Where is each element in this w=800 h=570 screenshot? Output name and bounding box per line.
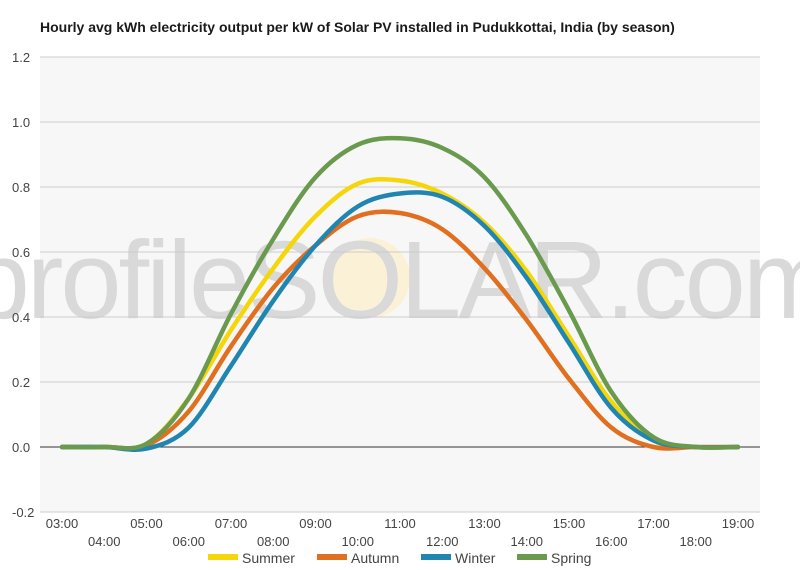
legend-item-summer: Summer (208, 550, 295, 566)
watermark-sun (330, 238, 410, 318)
legend-swatch (317, 554, 347, 560)
x-tick-label: 18:00 (679, 534, 712, 549)
y-tick-label: 0.0 (12, 440, 30, 455)
series-line-autumn (59, 209, 741, 451)
x-tick-label: 14:00 (510, 534, 543, 549)
y-tick-label: 0.2 (12, 375, 30, 390)
x-tick-label: 08:00 (257, 534, 290, 549)
legend-item-winter: Winter (421, 550, 496, 566)
x-tick-label: 05:00 (130, 516, 163, 531)
x-tick-label: 07:00 (215, 516, 248, 531)
x-tick-label: 11:00 (384, 516, 416, 531)
y-tick-label: 1.2 (12, 50, 30, 65)
legend-item-spring: Spring (517, 550, 591, 566)
x-tick-label: 10:00 (341, 534, 374, 549)
legend-label: Spring (551, 550, 591, 566)
x-tick-label: 13:00 (468, 516, 501, 531)
y-tick-label: -0.2 (12, 505, 34, 520)
x-tick-label: 15:00 (553, 516, 586, 531)
y-tick-label: 0.6 (12, 245, 30, 260)
y-tick-label: 1.0 (12, 115, 30, 130)
legend-label: Winter (455, 550, 496, 566)
x-tick-label: 03:00 (46, 516, 79, 531)
x-tick-label: 04:00 (88, 534, 121, 549)
legend-label: Summer (242, 550, 295, 566)
x-tick-label: 16:00 (595, 534, 628, 549)
x-tick-label: 17:00 (637, 516, 670, 531)
x-tick-label: 19:00 (722, 516, 755, 531)
watermark-text: profileSOLAR.com (0, 219, 800, 342)
x-tick-label: 06:00 (172, 534, 205, 549)
series-line-winter (59, 190, 741, 453)
legend-swatch (208, 554, 238, 560)
legend-swatch (421, 554, 451, 560)
y-tick-label: 0.8 (12, 180, 30, 195)
x-tick-label: 12:00 (426, 534, 459, 549)
legend-item-autumn: Autumn (317, 550, 399, 566)
x-tick-label: 09:00 (299, 516, 332, 531)
chart-title: Hourly avg kWh electricity output per kW… (40, 19, 675, 35)
legend-label: Autumn (351, 550, 399, 566)
y-tick-label: 0.4 (12, 310, 30, 325)
legend-swatch (517, 554, 547, 560)
series-line-spring (59, 135, 741, 451)
